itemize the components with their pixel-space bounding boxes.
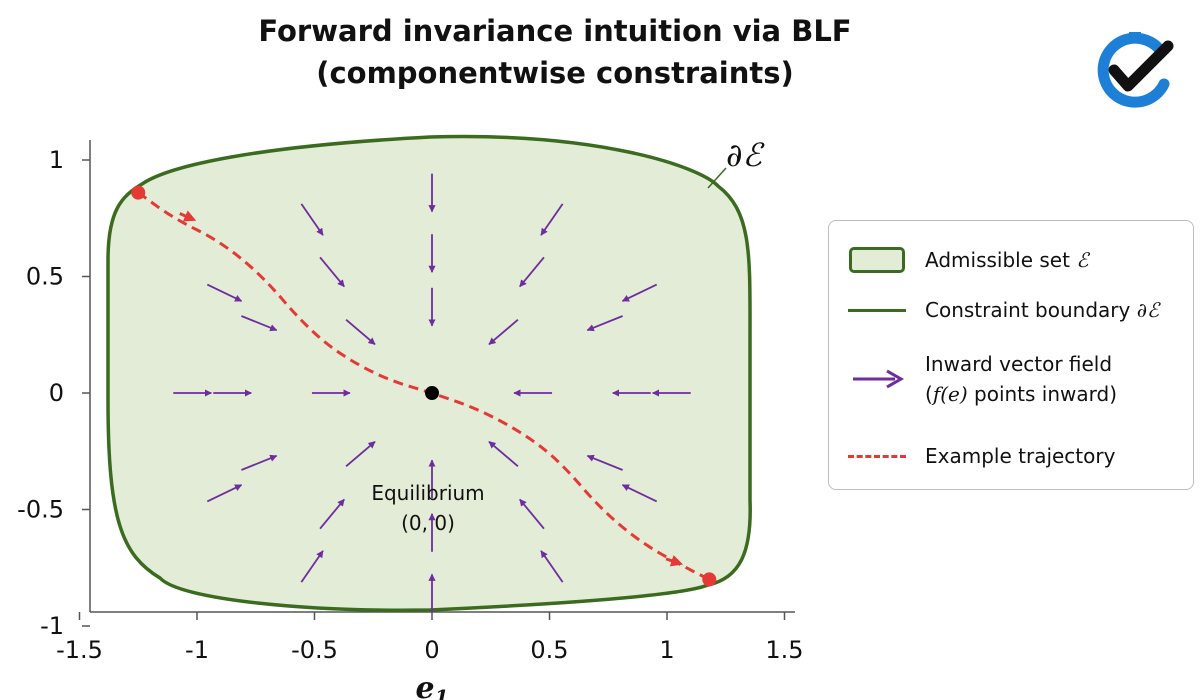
vector-arrow [241, 454, 278, 471]
x-tick-label: 0.5 [530, 636, 568, 664]
legend-swatch-dashed [843, 441, 911, 471]
x-tick-label: 0 [424, 636, 439, 664]
example-trajectory [137, 191, 710, 581]
legend: Admissible set ℰ Constraint boundary ∂ℰ … [828, 220, 1194, 490]
checkmark-clock-logo-icon [1097, 32, 1174, 108]
trajectory-endpoint [702, 572, 717, 587]
legend-swatch-arrow-icon [843, 349, 911, 409]
legend-swatch-line [843, 295, 911, 325]
legend-swatch-patch [843, 245, 911, 275]
x-tick-label: -0.5 [291, 636, 338, 664]
legend-label-example-trajectory: Example trajectory [925, 444, 1116, 468]
x-tick-label: 1.5 [765, 636, 803, 664]
x-tick-label: -1 [185, 636, 209, 664]
vector-arrow [319, 256, 345, 288]
vector-arrow [586, 315, 623, 332]
y-tick-label: -0.5 [17, 496, 64, 524]
trajectory-markers [131, 185, 717, 587]
equilibrium-point [425, 386, 439, 400]
vector-arrow [345, 440, 376, 467]
legend-label-constraint-boundary: Constraint boundary ∂ℰ [925, 298, 1160, 322]
vector-arrow [488, 319, 519, 346]
x-tick-label: 1 [659, 636, 674, 664]
trajectory-direction-arrow [179, 210, 197, 222]
vector-arrow [540, 550, 564, 583]
vector-arrow [488, 440, 519, 467]
vector-arrow [206, 283, 243, 302]
vector-arrow [319, 498, 345, 530]
y-tick-label: 0.5 [26, 263, 64, 291]
vector-arrow [519, 498, 545, 530]
legend-item-example-trajectory: Example trajectory [843, 441, 1115, 471]
boundary-label: ∂ℰ [726, 136, 766, 174]
legend-item-admissible-set: Admissible set ℰ [843, 245, 1088, 275]
vector-field [173, 173, 691, 613]
vector-arrow [621, 484, 658, 503]
vector-arrow [241, 315, 278, 332]
y-tick-label: -1 [40, 612, 64, 640]
vector-arrow [300, 203, 324, 236]
chart-subtitle: (componentwise constraints) [316, 56, 794, 90]
y-tick-label: 1 [49, 146, 64, 174]
chart-title: Forward invariance intuition via BLF [258, 14, 852, 48]
legend-label-admissible-set: Admissible set ℰ [925, 248, 1089, 272]
x-axis-label: e1 [415, 671, 448, 700]
equilibrium-label-line2: (0, 0) [401, 511, 455, 535]
vector-arrow [621, 283, 658, 302]
vector-arrow [586, 454, 623, 471]
legend-item-vector-field: Inward vector field (f(e) points inward) [843, 349, 1117, 409]
vector-arrow [540, 203, 564, 236]
legend-item-constraint-boundary: Constraint boundary ∂ℰ [843, 295, 1159, 325]
equilibrium-label-line1: Equilibrium [371, 481, 484, 505]
vector-arrow [206, 484, 243, 503]
vector-arrow [345, 319, 376, 346]
trajectory-endpoint [131, 185, 146, 200]
boundary-label-leader [707, 167, 727, 189]
axis-ticks: -1.5 -1 -0.5 0 0.5 1 1.510.50-0.5-1 [17, 146, 803, 664]
admissible-set-region [106, 134, 752, 612]
vector-arrow [300, 550, 324, 583]
trajectory-direction-arrow [665, 555, 684, 567]
vector-arrow [519, 256, 545, 288]
legend-label-vector-field: Inward vector field (f(e) points inward) [925, 352, 1118, 406]
x-tick-label: -1.5 [56, 636, 103, 664]
y-tick-label: 0 [49, 379, 64, 407]
